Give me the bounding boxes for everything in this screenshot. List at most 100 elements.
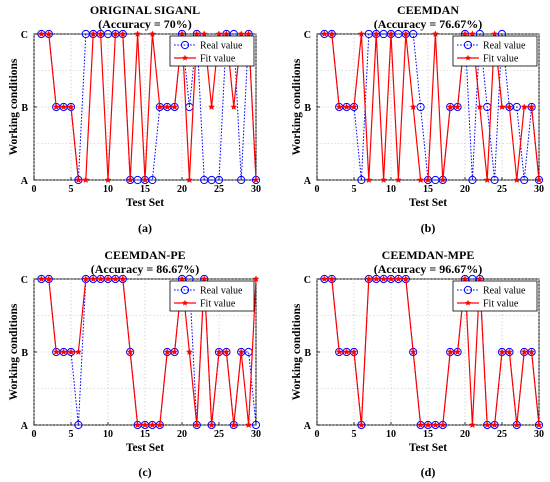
data-point-fit (89, 30, 97, 37)
data-point-fit (178, 275, 186, 282)
panel-caption: (b) (421, 221, 436, 235)
data-point-fit (75, 176, 82, 183)
panel-caption: (a) (138, 221, 152, 235)
x-tick-label: 0 (32, 184, 37, 195)
x-tick-label: 30 (251, 184, 261, 195)
data-point-real (214, 175, 224, 185)
x-axis-label: Test Set (409, 442, 447, 454)
data-point-fit (535, 421, 543, 428)
data-point-real (490, 175, 499, 185)
x-tick-label: 15 (423, 184, 433, 195)
data-point-fit (215, 348, 223, 355)
data-point-fit (215, 30, 223, 37)
legend-box (169, 280, 255, 312)
data-point-fit (186, 176, 193, 183)
legend: Real value Fit value (452, 35, 538, 67)
data-point-fit (171, 103, 178, 110)
data-point-fit (126, 176, 134, 183)
x-tick-label: 20 (177, 429, 187, 440)
x-axis-label: Test Set (126, 442, 164, 454)
x-tick-label: 10 (386, 184, 396, 195)
legend-marker-fit (182, 299, 188, 306)
data-point-fit (193, 421, 201, 428)
x-tick-label: 20 (460, 429, 470, 440)
data-point-fit (446, 348, 454, 355)
data-point-fit (424, 421, 432, 428)
data-point-fit (365, 176, 373, 183)
data-point-fit (112, 275, 119, 282)
data-point-fit (380, 275, 387, 282)
data-point-fit (432, 421, 439, 428)
data-point-fit (365, 275, 373, 282)
data-point-fit (230, 421, 238, 428)
data-point-fit (119, 275, 127, 282)
data-point-fit (535, 176, 543, 183)
x-tick-label: 30 (534, 184, 544, 195)
data-point-fit (237, 30, 245, 37)
data-point-fit (97, 275, 104, 282)
data-point-fit (461, 275, 469, 282)
y-tick-label: C (304, 30, 311, 41)
data-point-fit (149, 421, 156, 428)
panel-title: CEEMDAN (397, 3, 459, 17)
legend-label: Fit value (483, 299, 519, 310)
data-point-real (251, 420, 261, 430)
y-axis-label: Working conditions (8, 58, 20, 155)
data-point-fit (491, 421, 498, 428)
data-point-fit (350, 103, 358, 110)
data-point-fit (454, 103, 461, 110)
legend-label: Fit value (200, 299, 236, 310)
data-point-fit (38, 30, 45, 37)
legend: Real value Fit value (452, 280, 538, 312)
data-point-fit (469, 421, 476, 428)
data-point-real (520, 175, 529, 185)
data-point-fit (409, 348, 417, 355)
x-tick-label: 5 (69, 429, 74, 440)
data-point-fit (343, 348, 350, 355)
data-point-fit (395, 176, 402, 183)
data-point-fit (60, 348, 67, 355)
data-point-fit (387, 275, 395, 282)
data-point-fit (252, 275, 260, 282)
data-point-real (357, 175, 366, 185)
y-tick-label: B (21, 103, 28, 114)
data-point-fit (67, 103, 75, 110)
data-point-fit (171, 348, 178, 355)
data-point-fit (230, 103, 238, 110)
data-point-fit (245, 30, 252, 37)
data-point-fit (328, 275, 336, 282)
legend-marker-real (180, 40, 190, 50)
panel-subtitle: (Accuracy = 96.67%) (374, 262, 482, 276)
data-point-fit (528, 103, 535, 110)
data-point-fit (104, 275, 112, 282)
x-tick-label: 0 (315, 184, 320, 195)
data-point-fit (424, 176, 432, 183)
data-point-fit (141, 421, 149, 428)
data-point-fit (208, 103, 215, 110)
panel-title: ORIGINAL SIGANL (90, 3, 200, 17)
legend-label: Real value (483, 286, 526, 297)
data-point-fit (321, 30, 328, 37)
legend-marker-real (180, 285, 190, 295)
data-point-fit (439, 421, 447, 428)
data-point-fit (476, 275, 484, 282)
data-point-fit (200, 275, 208, 282)
data-point-fit (156, 103, 164, 110)
data-point-fit (208, 421, 215, 428)
data-point-fit (141, 176, 149, 183)
data-point-fit (112, 30, 119, 37)
data-point-fit (454, 348, 461, 355)
x-tick-label: 30 (251, 429, 261, 440)
data-point-fit (343, 103, 350, 110)
data-point-fit (528, 348, 535, 355)
y-tick-label: A (304, 421, 312, 432)
data-point-fit (321, 275, 328, 282)
legend-box (452, 280, 538, 312)
legend-label: Real value (483, 41, 526, 52)
legend-marker-fit (465, 54, 471, 61)
y-tick-label: B (21, 348, 28, 359)
data-point-fit (82, 275, 90, 282)
x-tick-label: 30 (534, 429, 544, 440)
x-tick-label: 5 (352, 429, 357, 440)
legend-label: Real value (200, 286, 243, 297)
